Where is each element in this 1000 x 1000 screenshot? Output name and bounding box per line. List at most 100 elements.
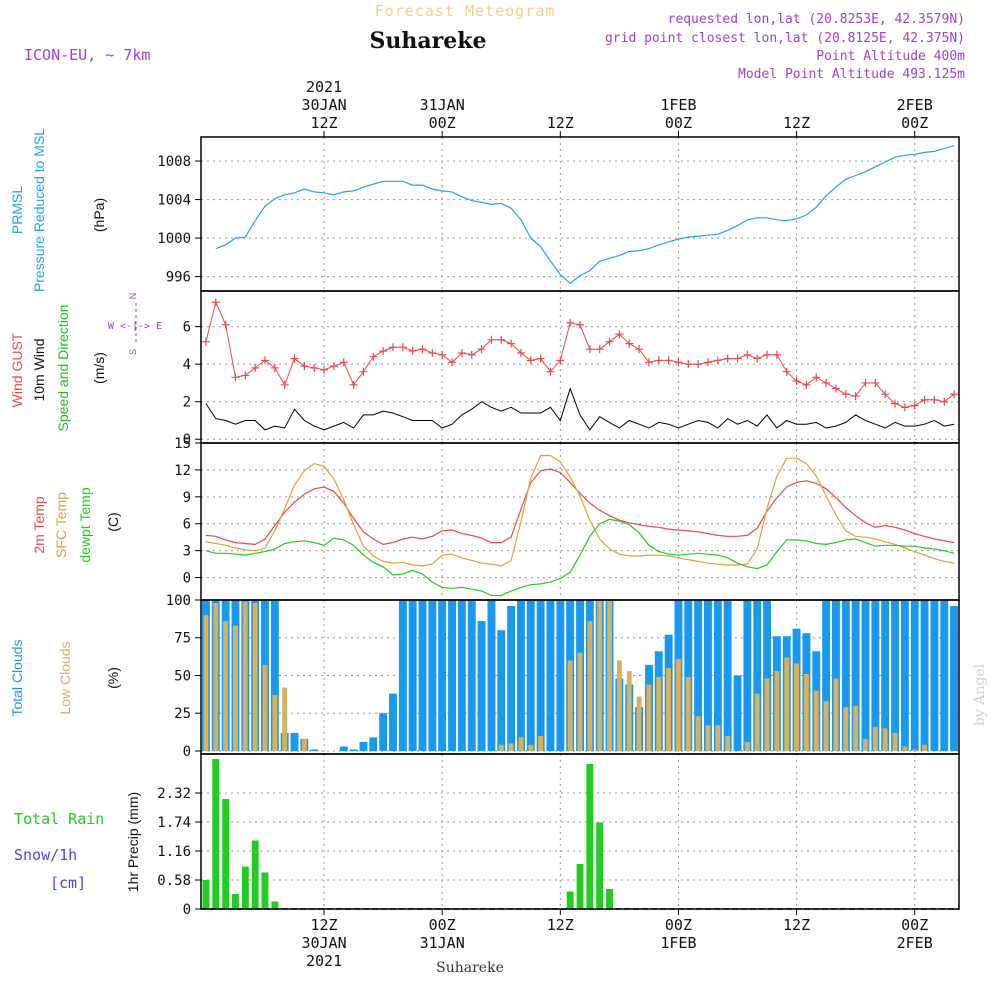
total-cloud-bar — [684, 600, 693, 751]
total-cloud-bar — [871, 600, 880, 751]
total-cloud-bar — [477, 621, 486, 751]
ytick-label-temp: 12 — [174, 463, 191, 479]
low-cloud-bar — [804, 674, 809, 751]
time-label-top: 2FEB — [897, 96, 933, 114]
location-title: Suhareke — [370, 28, 487, 54]
gust-marker — [733, 354, 742, 363]
gust-marker — [546, 367, 555, 376]
gust-marker — [379, 347, 388, 356]
ytick-label-precip: 0 — [183, 902, 191, 918]
gust-marker — [694, 360, 703, 369]
time-label-bottom: 31JAN — [420, 934, 465, 952]
rain-bar — [241, 866, 249, 909]
ytick-label-pressure: 1008 — [157, 154, 191, 170]
total-cloud-bar — [270, 600, 279, 751]
temp-sfc-label: SFC Temp — [53, 492, 69, 558]
watermark: by Angel — [972, 663, 988, 726]
low-cloud-bar — [794, 663, 799, 751]
gust-marker — [359, 367, 368, 376]
gust-marker — [270, 363, 279, 372]
time-label-bottom: 00Z — [901, 916, 928, 934]
gust-marker — [822, 378, 831, 387]
total-cloud-bar — [950, 606, 958, 751]
precip-snow-label: Snow/1h — [14, 846, 77, 864]
wind-unit: (m/s) — [91, 352, 107, 384]
total-cloud-bar — [704, 600, 712, 751]
low-cloud-bar — [774, 671, 780, 751]
gust-marker — [891, 399, 900, 408]
low-cloud-bar — [833, 678, 839, 751]
total-cloud-bar — [517, 600, 525, 751]
ytick-label-precip: 1.16 — [157, 844, 191, 860]
gust-marker — [831, 384, 840, 393]
gust-marker — [201, 337, 210, 346]
total-cloud-bar — [487, 600, 496, 751]
gust-marker — [930, 395, 939, 404]
gust-marker — [369, 352, 378, 361]
low-cloud-bar — [518, 737, 524, 751]
low-cloud-bar — [272, 695, 278, 751]
gust-marker — [300, 362, 309, 371]
ytick-label-wind: 0 — [183, 432, 191, 448]
gust-marker — [713, 356, 722, 365]
time-label-top: 00Z — [665, 114, 692, 132]
gust-marker — [763, 350, 772, 359]
time-label-top: 00Z — [429, 114, 456, 132]
total-cloud-bar — [832, 600, 840, 751]
time-label-top: 2021 — [306, 78, 342, 96]
low-cloud-bar — [223, 621, 228, 751]
total-cloud-bar — [822, 600, 831, 751]
gust-marker — [576, 320, 584, 329]
total-cloud-bar — [851, 600, 860, 751]
time-label-bottom: 2021 — [306, 952, 342, 970]
low-cloud-bar — [853, 705, 859, 751]
time-label-bottom: 12Z — [311, 916, 338, 934]
gust-marker — [782, 367, 791, 376]
low-cloud-bar — [754, 693, 760, 751]
compass-n: N — [128, 293, 138, 300]
ytick-label-precip: 2.32 — [157, 786, 191, 802]
gust-marker — [418, 345, 427, 354]
precip-cm-label: [cm] — [50, 874, 86, 892]
clouds-low-label: Low Clouds — [57, 641, 73, 714]
ytick-label-wind: 2 — [183, 395, 191, 411]
ytick-label-temp: 6 — [183, 517, 191, 533]
total-cloud-bar — [940, 600, 949, 751]
gust-marker — [349, 380, 358, 389]
gust-marker — [654, 356, 663, 365]
low-cloud-bar — [203, 615, 209, 751]
gust-marker — [556, 356, 565, 365]
low-cloud-bar — [646, 684, 652, 751]
ytick-label-pressure: 1000 — [157, 231, 191, 247]
total-cloud-bar — [467, 600, 476, 751]
time-label-bottom: 2FEB — [897, 934, 933, 952]
gust-marker — [477, 345, 486, 354]
plot-layer: 996100010041008024603691215025507510000.… — [157, 78, 960, 970]
gust-marker — [684, 360, 693, 369]
ytick-label-wind: 6 — [183, 320, 191, 336]
rain-bar — [586, 764, 594, 909]
gust-marker — [772, 350, 781, 359]
temp-line-dewpt — [205, 518, 955, 597]
low-cloud-bar — [823, 701, 829, 751]
total-cloud-bar — [733, 675, 742, 751]
time-label-bottom: 1FEB — [660, 934, 696, 952]
gust-marker — [428, 348, 437, 357]
low-cloud-bar — [843, 707, 849, 751]
clouds-total-label: Total Clouds — [9, 639, 25, 716]
low-cloud-bar — [725, 735, 731, 751]
low-cloud-bar — [676, 658, 681, 751]
time-label-bottom: 30JAN — [301, 934, 346, 952]
time-label-bottom: 00Z — [429, 916, 456, 934]
gust-marker — [644, 358, 653, 367]
gust-marker — [605, 337, 614, 346]
gust-marker — [585, 345, 594, 354]
ytick-label-clouds: 75 — [174, 631, 191, 647]
rain-bar — [271, 901, 279, 909]
low-cloud-bar — [656, 677, 662, 751]
gust-marker — [329, 362, 338, 371]
low-cloud-bar — [695, 716, 701, 751]
time-label-bottom: 12Z — [547, 916, 574, 934]
total-cloud-bar — [713, 600, 722, 751]
ytick-label-pressure: 996 — [166, 270, 191, 286]
